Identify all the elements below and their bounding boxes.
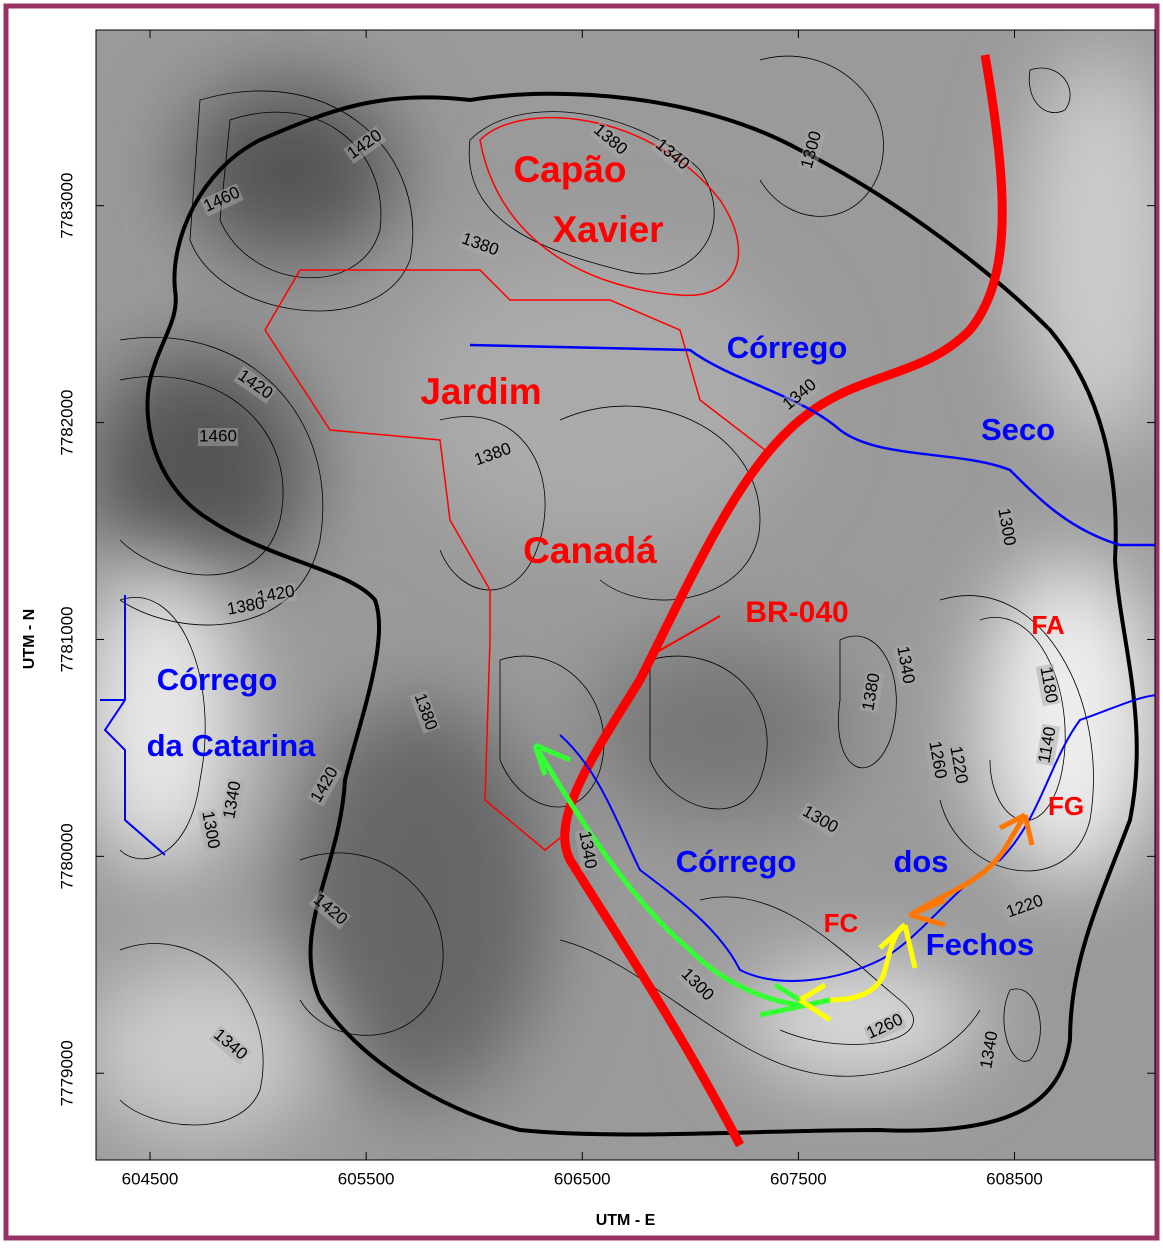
map: 1420146013801340130013801420146013801340… (0, 0, 1163, 1244)
stream-label: Seco (981, 412, 1055, 447)
road-label: BR-040 (745, 596, 848, 629)
stream-label: dos (893, 844, 948, 879)
x-tick-label: 604500 (122, 1169, 179, 1188)
x-tick-label: 606500 (554, 1169, 611, 1188)
point-label: FC (824, 908, 859, 938)
place-label: Jardim (420, 371, 541, 412)
y-tick-label: 7780000 (57, 823, 76, 889)
x-tick-label: 608500 (986, 1169, 1043, 1188)
stream-label: Córrego (727, 330, 848, 365)
point-label: FA (1031, 610, 1064, 640)
x-tick-label: 607500 (770, 1169, 827, 1188)
place-label: Capão (513, 149, 626, 190)
x-tick-label: 605500 (338, 1169, 395, 1188)
y-tick-label: 7779000 (57, 1040, 76, 1106)
stream-label: Córrego (157, 662, 278, 697)
stream-label: da Catarina (147, 728, 317, 763)
stream-label: Fechos (926, 927, 1035, 962)
stream-label: Córrego (676, 844, 797, 879)
place-label: Xavier (552, 209, 663, 250)
y-tick-label: 7781000 (57, 606, 76, 672)
place-label: Canadá (523, 530, 657, 571)
point-label: FG (1048, 791, 1084, 821)
y-axis-label: UTM - N (21, 609, 38, 669)
y-tick-label: 7782000 (57, 389, 76, 455)
x-axis-label: UTM - E (596, 1212, 656, 1229)
contour-label: 1460 (199, 426, 237, 445)
y-tick-label: 7783000 (57, 173, 76, 239)
